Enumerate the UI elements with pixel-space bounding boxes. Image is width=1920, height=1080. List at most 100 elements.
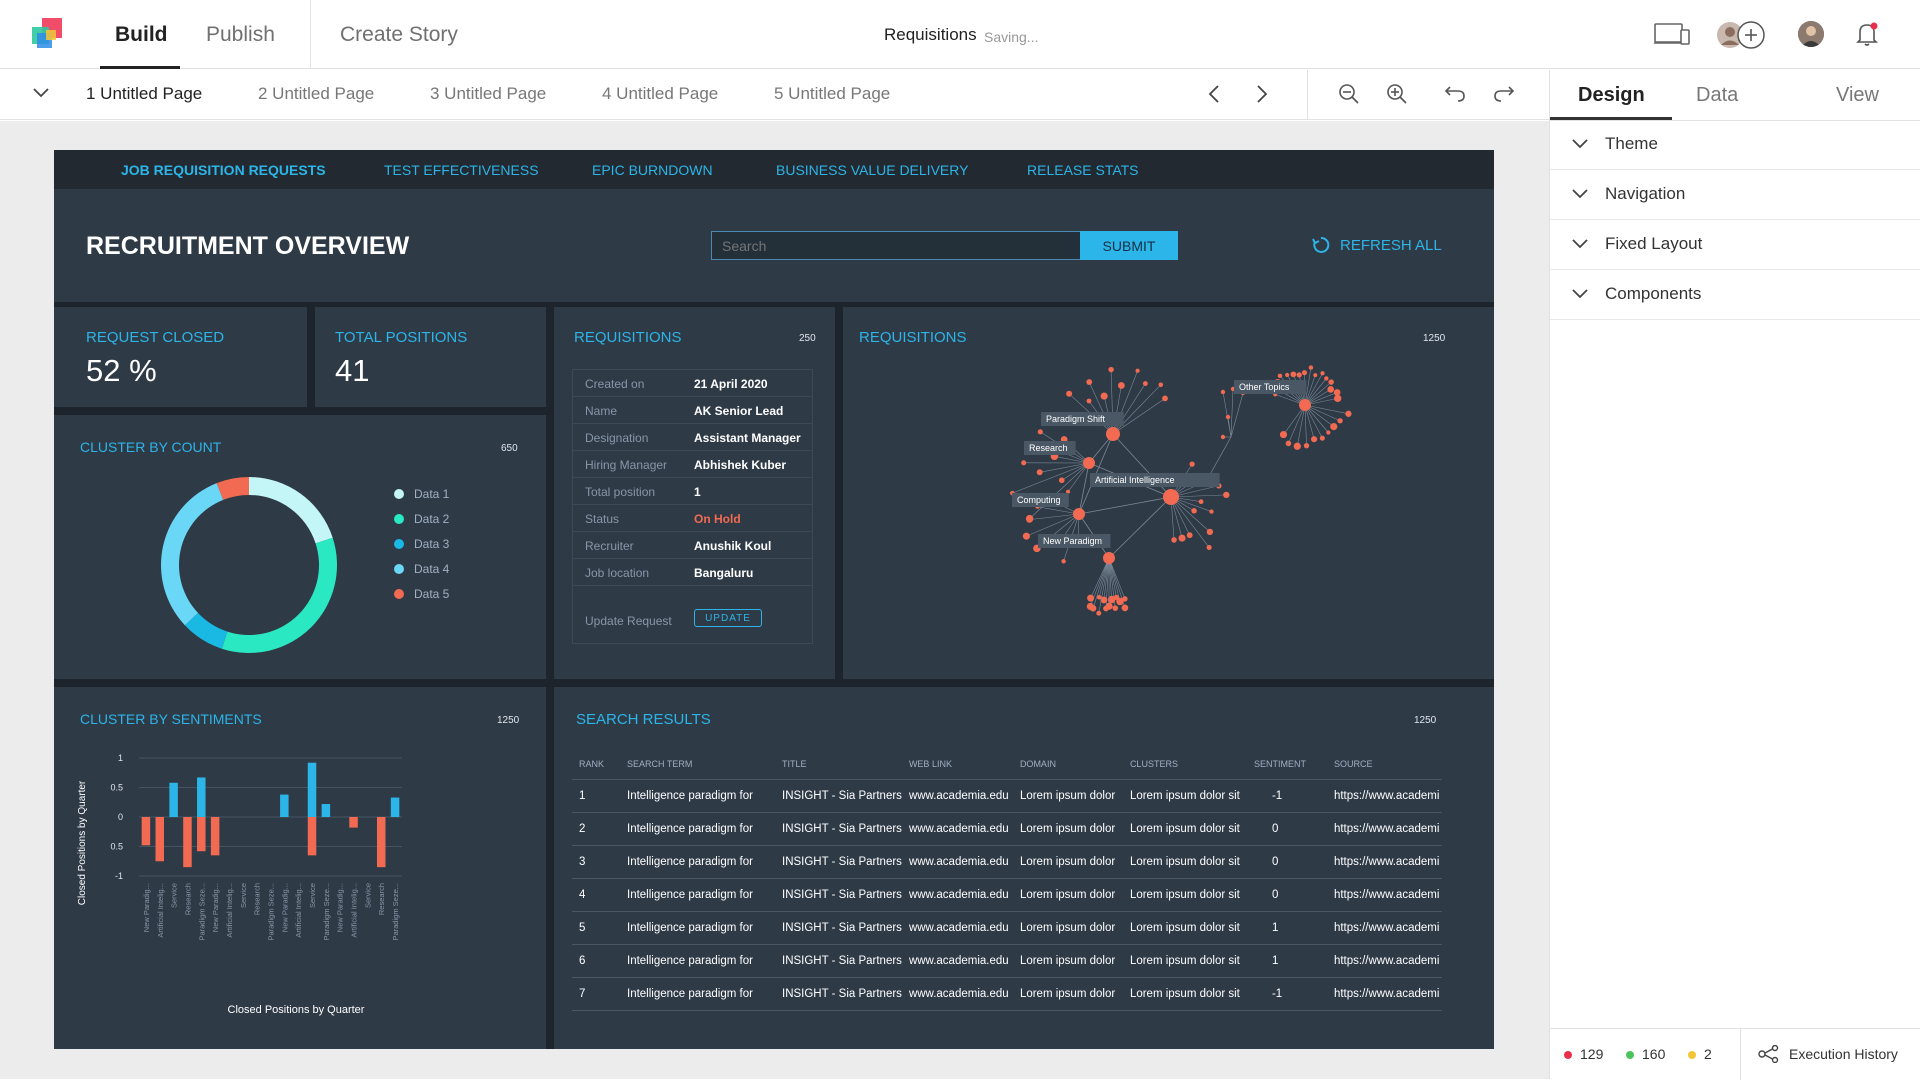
network-leaf-node[interactable]: [1311, 436, 1317, 442]
bar[interactable]: [280, 795, 289, 817]
network-leaf-node[interactable]: [1179, 535, 1186, 542]
page-tab-2[interactable]: 2 Untitled Page: [258, 84, 374, 104]
network-leaf-node[interactable]: [1087, 595, 1094, 602]
network-leaf-node[interactable]: [1327, 386, 1334, 393]
network-hub-node[interactable]: [1073, 508, 1085, 520]
app-logo-icon[interactable]: [32, 18, 66, 52]
network-leaf-node[interactable]: [1309, 365, 1313, 369]
network-leaf-node[interactable]: [1199, 499, 1204, 504]
network-leaf-node[interactable]: [1191, 508, 1196, 513]
network-leaf-node[interactable]: [1135, 369, 1139, 373]
donut-slice-4[interactable]: [161, 483, 223, 625]
cell-web-link[interactable]: www.academia.edu: [902, 812, 1013, 845]
network-leaf-node[interactable]: [1143, 381, 1148, 386]
nav-publish[interactable]: Publish: [206, 0, 275, 69]
network-leaf-node[interactable]: [1324, 376, 1328, 380]
cell-source[interactable]: https://www.academi: [1327, 779, 1442, 812]
network-leaf-node[interactable]: [1223, 492, 1229, 498]
network-leaf-node[interactable]: [1285, 373, 1289, 377]
network-leaf-node[interactable]: [1294, 443, 1301, 450]
cell-web-link[interactable]: www.academia.edu: [902, 779, 1013, 812]
column-header[interactable]: TITLE: [775, 749, 902, 779]
column-header[interactable]: SOURCE: [1327, 749, 1442, 779]
column-header[interactable]: DOMAIN: [1013, 749, 1123, 779]
legend-item[interactable]: Data 1: [394, 487, 449, 501]
network-leaf-node[interactable]: [1297, 372, 1302, 377]
legend-item[interactable]: Data 2: [394, 512, 449, 526]
redo-icon[interactable]: [1493, 83, 1515, 103]
column-header[interactable]: SEARCH TERM: [620, 749, 775, 779]
network-leaf-node[interactable]: [1221, 390, 1225, 394]
section-fixed-layout[interactable]: Fixed Layout: [1550, 220, 1920, 270]
bar[interactable]: [197, 817, 206, 851]
update-button[interactable]: UPDATE: [694, 609, 762, 627]
submit-button[interactable]: SUBMIT: [1080, 231, 1178, 260]
bar[interactable]: [349, 817, 358, 828]
network-leaf-node[interactable]: [1038, 429, 1043, 434]
network-leaf-node[interactable]: [1334, 395, 1341, 402]
notification-bell-icon[interactable]: [1856, 21, 1880, 47]
user-avatar[interactable]: [1798, 21, 1824, 47]
page-tab-3[interactable]: 3 Untitled Page: [430, 84, 546, 104]
network-leaf-node[interactable]: [1330, 423, 1337, 430]
cell-source[interactable]: https://www.academi: [1327, 812, 1442, 845]
network-leaf-node[interactable]: [1209, 509, 1213, 513]
network-leaf-node[interactable]: [1326, 430, 1330, 434]
network-leaf-node[interactable]: [1061, 559, 1065, 563]
bar[interactable]: [377, 817, 386, 867]
section-theme[interactable]: Theme: [1550, 120, 1920, 170]
network-leaf-node[interactable]: [1221, 435, 1225, 439]
bar[interactable]: [142, 817, 151, 845]
cell-web-link[interactable]: www.academia.edu: [902, 845, 1013, 878]
cell-source[interactable]: https://www.academi: [1327, 977, 1442, 1010]
cell-web-link[interactable]: www.academia.edu: [902, 878, 1013, 911]
section-navigation[interactable]: Navigation: [1550, 170, 1920, 220]
legend-item[interactable]: Data 5: [394, 587, 449, 601]
cell-source[interactable]: https://www.academi: [1327, 944, 1442, 977]
dash-tab-epic-burndown[interactable]: EPIC BURNDOWN: [592, 162, 713, 178]
page-tab-5[interactable]: 5 Untitled Page: [774, 84, 890, 104]
network-leaf-node[interactable]: [1096, 611, 1101, 616]
network-leaf-node[interactable]: [1207, 545, 1212, 550]
network-leaf-node[interactable]: [1087, 399, 1092, 404]
document-title[interactable]: Requisitions: [884, 25, 977, 45]
bar[interactable]: [308, 763, 317, 817]
legend-item[interactable]: Data 4: [394, 562, 449, 576]
tab-design[interactable]: Design: [1578, 84, 1645, 107]
network-leaf-node[interactable]: [1059, 477, 1065, 483]
network-leaf-node[interactable]: [1087, 603, 1094, 610]
network-leaf-node[interactable]: [1066, 391, 1072, 397]
warning-count[interactable]: 2: [1704, 1046, 1712, 1062]
cell-web-link[interactable]: www.academia.edu: [902, 977, 1013, 1010]
network-hub-node[interactable]: [1163, 489, 1179, 505]
tab-data[interactable]: Data: [1696, 84, 1738, 107]
bar[interactable]: [211, 817, 220, 855]
network-leaf-node[interactable]: [1337, 418, 1342, 423]
network-hub-node[interactable]: [1299, 399, 1311, 411]
network-leaf-node[interactable]: [1112, 605, 1118, 611]
collaborators[interactable]: [1716, 19, 1768, 51]
network-leaf-node[interactable]: [1171, 537, 1177, 543]
search-input[interactable]: [711, 231, 1084, 260]
dash-tab-business-value[interactable]: BUSINESS VALUE DELIVERY: [776, 162, 968, 178]
network-leaf-node[interactable]: [1108, 367, 1113, 372]
network-leaf-node[interactable]: [1207, 529, 1213, 535]
network-hub-node[interactable]: [1083, 457, 1095, 469]
network-leaf-node[interactable]: [1086, 379, 1092, 385]
network-leaf-node[interactable]: [1320, 436, 1325, 441]
execution-history-icon[interactable]: [1758, 1045, 1780, 1063]
network-leaf-node[interactable]: [1280, 431, 1287, 438]
donut-slice-1[interactable]: [249, 477, 333, 543]
success-count[interactable]: 160: [1642, 1046, 1665, 1062]
bar[interactable]: [169, 783, 178, 817]
network-leaf-node[interactable]: [1302, 370, 1307, 375]
refresh-all-button[interactable]: REFRESH ALL: [1312, 233, 1442, 257]
network-leaf-node[interactable]: [1037, 469, 1043, 475]
execution-history-button[interactable]: Execution History: [1789, 1046, 1898, 1062]
cell-web-link[interactable]: www.academia.edu: [902, 911, 1013, 944]
